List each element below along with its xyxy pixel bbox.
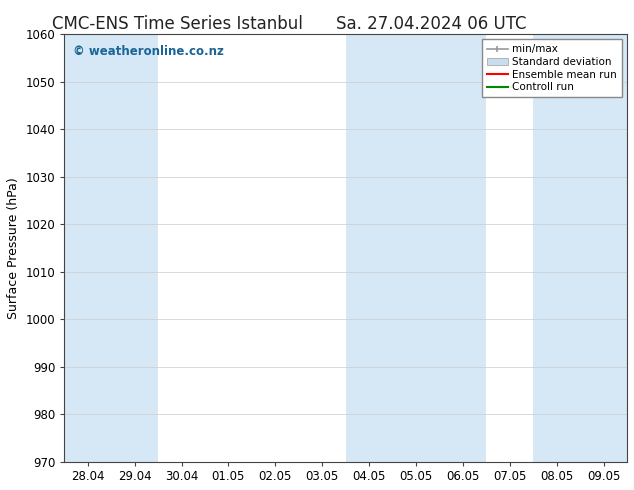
Bar bbox=[580, 34, 627, 462]
Text: CMC-ENS Time Series Istanbul: CMC-ENS Time Series Istanbul bbox=[52, 15, 303, 33]
Bar bbox=[439, 34, 486, 462]
Bar bbox=[392, 34, 439, 462]
Bar bbox=[64, 34, 111, 462]
Legend: min/max, Standard deviation, Ensemble mean run, Controll run: min/max, Standard deviation, Ensemble me… bbox=[482, 39, 622, 98]
Text: Sa. 27.04.2024 06 UTC: Sa. 27.04.2024 06 UTC bbox=[336, 15, 526, 33]
Bar bbox=[533, 34, 580, 462]
Y-axis label: Surface Pressure (hPa): Surface Pressure (hPa) bbox=[7, 177, 20, 318]
Bar bbox=[111, 34, 158, 462]
Text: © weatheronline.co.nz: © weatheronline.co.nz bbox=[73, 45, 224, 58]
Bar bbox=[346, 34, 392, 462]
